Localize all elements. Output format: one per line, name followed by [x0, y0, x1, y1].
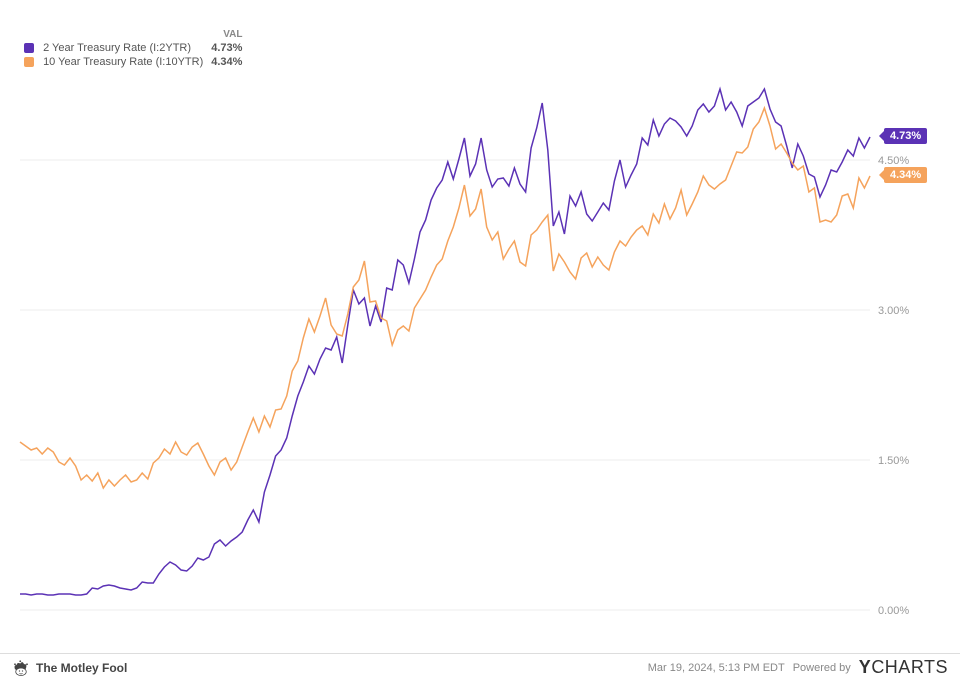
footer-left: The Motley Fool: [12, 659, 127, 677]
legend-val-1: 4.34%: [211, 55, 250, 69]
legend-swatch-1: [24, 57, 34, 67]
legend-val-header: VAL: [211, 28, 250, 41]
end-badge-series-1: 4.34%: [884, 167, 927, 183]
fool-logo-text: The Motley Fool: [36, 661, 127, 675]
chart-svg: 0.00% 1.50% 3.00% 4.50% Jul '21 Jan '22 Jul '2…: [10, 10, 950, 640]
footer-right: Mar 19, 2024, 5:13 PM EDT Powered by YCH…: [648, 657, 948, 678]
footer-timestamp: Mar 19, 2024, 5:13 PM EDT: [648, 662, 785, 674]
legend: VAL 2 Year Treasury Rate (I:2YTR) 4.73% …: [24, 28, 250, 69]
svg-text:Jul '22: Jul '22: [366, 639, 397, 640]
footer-powered-by: Powered by: [793, 662, 851, 674]
svg-text:4.50%: 4.50%: [878, 155, 909, 167]
svg-text:Jul '23: Jul '23: [650, 639, 681, 640]
legend-label-1: 10 Year Treasury Rate (I:10YTR): [43, 56, 203, 68]
legend-val-0: 4.73%: [211, 41, 250, 55]
chart-area: 0.00% 1.50% 3.00% 4.50% Jul '21 Jan '22 Jul '2…: [10, 10, 950, 640]
svg-text:1.50%: 1.50%: [878, 455, 909, 467]
svg-text:Jan '24: Jan '24: [793, 639, 828, 640]
svg-text:Jul '21: Jul '21: [81, 639, 112, 640]
legend-label-0: 2 Year Treasury Rate (I:2YTR): [43, 42, 191, 54]
svg-text:Jan '22: Jan '22: [223, 639, 258, 640]
svg-text:0.00%: 0.00%: [878, 605, 909, 617]
legend-swatch-0: [24, 43, 34, 53]
fool-logo-icon: [12, 659, 30, 677]
svg-text:3.00%: 3.00%: [878, 305, 909, 317]
end-badge-series-0: 4.73%: [884, 128, 927, 144]
footer: The Motley Fool Mar 19, 2024, 5:13 PM ED…: [0, 653, 960, 681]
svg-text:Jan '23: Jan '23: [508, 639, 543, 640]
ycharts-logo: YCHARTS: [859, 657, 948, 678]
